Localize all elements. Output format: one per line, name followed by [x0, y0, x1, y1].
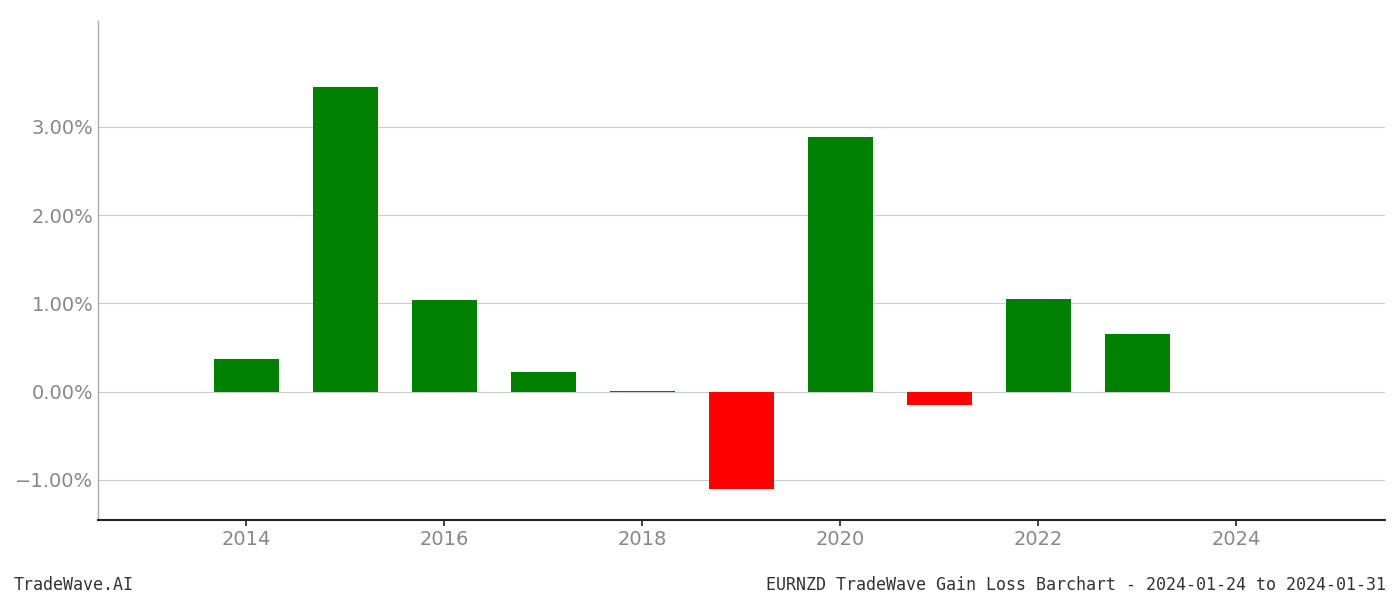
- Text: EURNZD TradeWave Gain Loss Barchart - 2024-01-24 to 2024-01-31: EURNZD TradeWave Gain Loss Barchart - 20…: [766, 576, 1386, 594]
- Bar: [1007, 299, 1071, 392]
- Bar: [610, 391, 675, 392]
- Bar: [511, 372, 575, 392]
- Bar: [1106, 334, 1169, 392]
- Bar: [710, 392, 774, 488]
- Bar: [214, 359, 279, 392]
- Bar: [907, 392, 972, 405]
- Bar: [314, 87, 378, 392]
- Bar: [413, 300, 476, 392]
- Text: TradeWave.AI: TradeWave.AI: [14, 576, 134, 594]
- Bar: [808, 137, 872, 392]
